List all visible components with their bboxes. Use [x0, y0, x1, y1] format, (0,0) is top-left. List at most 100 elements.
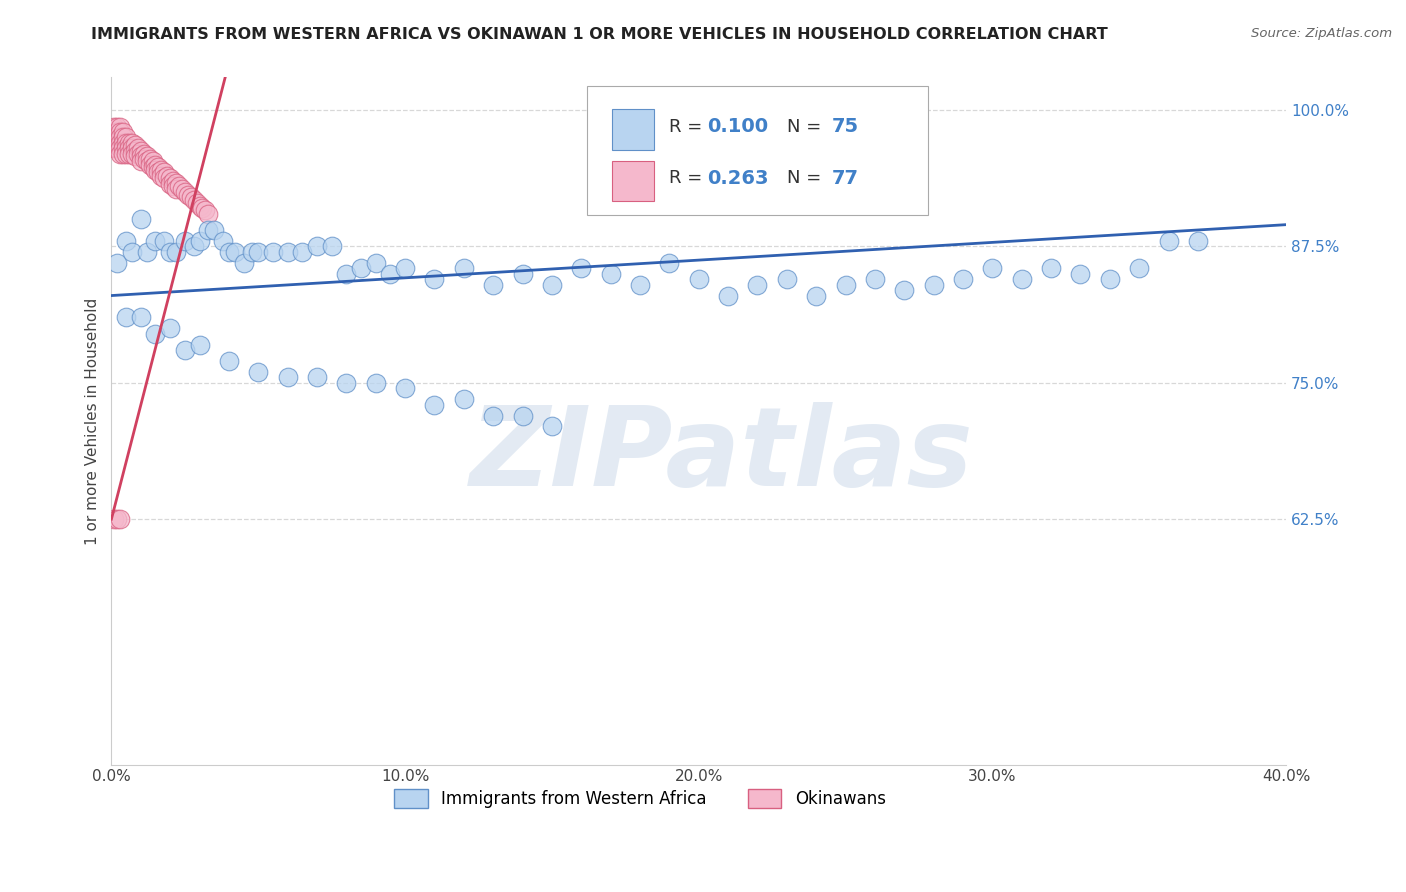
Point: [129, 310, 152, 325]
Point: [1011, 272, 1033, 286]
Point: [893, 283, 915, 297]
Text: R =: R =: [669, 118, 709, 136]
Point: [110, 130, 132, 145]
Legend: Immigrants from Western Africa, Okinawans: Immigrants from Western Africa, Okinawan…: [388, 782, 893, 814]
Point: [118, 141, 141, 155]
Point: [277, 370, 299, 384]
Point: [165, 176, 187, 190]
Point: [423, 398, 446, 412]
Point: [688, 272, 710, 286]
Point: [135, 244, 157, 259]
Point: [145, 234, 167, 248]
Point: [364, 376, 387, 390]
Point: [127, 146, 149, 161]
Point: [628, 277, 651, 292]
Point: [541, 277, 564, 292]
Point: [112, 146, 135, 161]
Point: [105, 136, 128, 150]
Point: [138, 153, 160, 167]
Point: [115, 136, 138, 150]
Point: [153, 170, 176, 185]
Point: [115, 130, 138, 145]
Point: [145, 326, 167, 341]
Point: [159, 170, 181, 185]
Point: [159, 321, 181, 335]
Point: [218, 244, 240, 259]
Point: [183, 193, 205, 207]
Text: 77: 77: [831, 169, 859, 188]
Point: [141, 154, 163, 169]
Point: [129, 212, 152, 227]
Point: [834, 277, 856, 292]
Point: [110, 141, 132, 155]
Point: [170, 182, 193, 196]
Point: [247, 244, 270, 259]
Point: [110, 512, 132, 526]
Point: [112, 130, 135, 145]
Text: IMMIGRANTS FROM WESTERN AFRICA VS OKINAWAN 1 OR MORE VEHICLES IN HOUSEHOLD CORRE: IMMIGRANTS FROM WESTERN AFRICA VS OKINAW…: [91, 27, 1108, 42]
Point: [165, 182, 187, 196]
Point: [512, 409, 534, 423]
Point: [321, 239, 343, 253]
Point: [127, 141, 149, 155]
Point: [118, 136, 141, 150]
Point: [105, 256, 128, 270]
Point: [188, 234, 211, 248]
Point: [138, 158, 160, 172]
Point: [148, 160, 170, 174]
Point: [232, 256, 254, 270]
Point: [262, 244, 284, 259]
Point: [159, 178, 181, 192]
Point: [101, 125, 124, 139]
Point: [105, 141, 128, 155]
Point: [148, 165, 170, 179]
Point: [162, 179, 184, 194]
Point: [103, 127, 125, 141]
Point: [1187, 234, 1209, 248]
Point: [1040, 261, 1063, 276]
Point: [112, 141, 135, 155]
Point: [103, 130, 125, 145]
Point: [1157, 234, 1180, 248]
Point: [124, 149, 146, 163]
FancyBboxPatch shape: [588, 86, 928, 215]
Point: [541, 419, 564, 434]
Point: [188, 337, 211, 351]
Point: [132, 153, 155, 167]
Point: [394, 261, 416, 276]
Point: [115, 141, 138, 155]
Point: [482, 277, 505, 292]
Point: [112, 125, 135, 139]
Point: [599, 267, 621, 281]
Point: [305, 370, 328, 384]
Point: [1098, 272, 1121, 286]
Point: [177, 188, 200, 202]
Point: [224, 244, 246, 259]
Point: [105, 125, 128, 139]
Point: [197, 207, 219, 221]
Point: [212, 234, 235, 248]
Point: [218, 354, 240, 368]
Point: [103, 136, 125, 150]
Point: [121, 136, 143, 150]
Point: [305, 239, 328, 253]
Point: [291, 244, 314, 259]
Point: [115, 146, 138, 161]
Point: [197, 223, 219, 237]
Text: 0.263: 0.263: [707, 169, 769, 188]
Point: [132, 146, 155, 161]
Text: R =: R =: [669, 169, 709, 187]
Point: [118, 146, 141, 161]
Point: [747, 277, 769, 292]
Point: [156, 169, 179, 183]
Point: [922, 277, 945, 292]
Point: [165, 244, 187, 259]
Point: [453, 392, 475, 406]
Point: [105, 130, 128, 145]
Point: [173, 185, 195, 199]
Point: [202, 223, 225, 237]
Point: [380, 267, 402, 281]
Point: [145, 163, 167, 178]
Point: [150, 169, 173, 183]
FancyBboxPatch shape: [612, 109, 654, 150]
